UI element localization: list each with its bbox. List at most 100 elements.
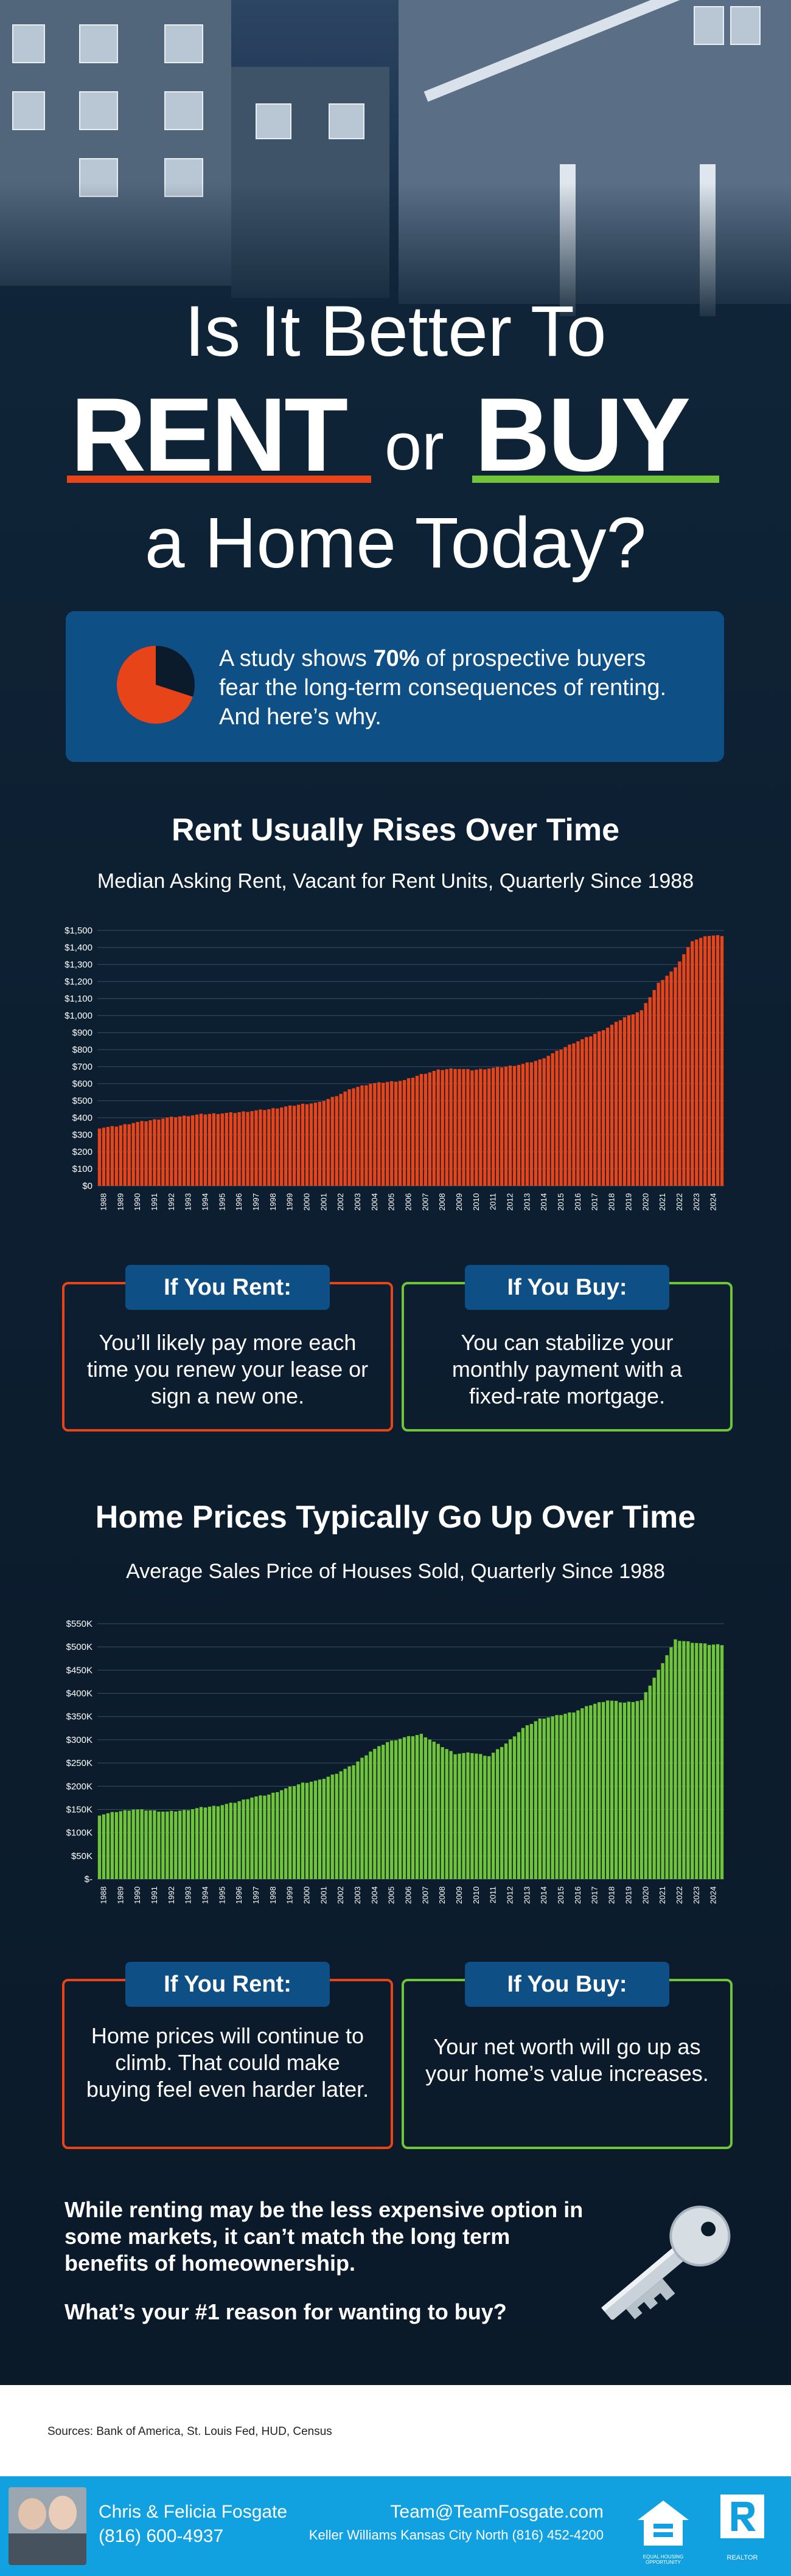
bar (652, 1677, 656, 1879)
bar (423, 1073, 428, 1186)
title-line-1: Is It Better To (184, 291, 607, 372)
bar (157, 1120, 161, 1186)
realtor-label: REALTOR (727, 2554, 758, 2561)
bar (364, 1755, 368, 1879)
bar (369, 1751, 372, 1879)
study-text-pre: A study shows (219, 646, 374, 671)
x-tick-label: 2024 (709, 1193, 718, 1211)
y-tick-label: $150K (66, 1804, 92, 1815)
y-tick-label: $700 (72, 1062, 92, 1072)
bar (190, 1115, 195, 1186)
bar (466, 1068, 470, 1186)
bar (144, 1121, 148, 1186)
bar (546, 1717, 550, 1879)
bar (529, 1723, 533, 1879)
bar (195, 1114, 199, 1186)
bar (589, 1036, 593, 1186)
bar (568, 1712, 571, 1879)
x-tick-label: 1999 (285, 1193, 294, 1211)
bar (246, 1799, 249, 1879)
bar (140, 1809, 144, 1879)
bar (148, 1810, 152, 1879)
x-tick-label: 1991 (150, 1886, 159, 1904)
bar (271, 1792, 275, 1879)
x-tick-label: 2013 (522, 1193, 531, 1211)
bar (559, 1715, 563, 1879)
x-tick-label: 2005 (387, 1886, 396, 1904)
bar (593, 1034, 597, 1186)
bar (521, 1728, 525, 1879)
y-tick-label: $900 (72, 1028, 92, 1038)
agent-phone[interactable]: (816) 600-4937 (99, 2526, 224, 2546)
x-tick-label: 2023 (692, 1886, 701, 1904)
x-tick-label: 1998 (268, 1886, 277, 1904)
pie-chart-icon (117, 645, 195, 724)
bar (335, 1773, 338, 1879)
bar (678, 1641, 681, 1879)
y-tick-label: $550K (66, 1619, 92, 1629)
bar (148, 1120, 152, 1186)
bar (280, 1790, 284, 1879)
bar (492, 1067, 495, 1186)
bar (521, 1064, 525, 1186)
bar (212, 1806, 216, 1879)
bar (183, 1115, 186, 1186)
bar (711, 935, 716, 1186)
bar (398, 1739, 402, 1879)
y-tick-label: $200K (66, 1781, 92, 1792)
bar (271, 1108, 275, 1186)
x-tick-label: 2024 (709, 1886, 718, 1904)
bar (572, 1712, 576, 1879)
bar (627, 1015, 631, 1186)
bar (254, 1796, 258, 1879)
y-tick-label: $200 (72, 1147, 92, 1157)
x-tick-label: 1999 (285, 1886, 294, 1904)
agent-email[interactable]: Team@TeamFosgate.com (390, 2502, 604, 2522)
bar (703, 1643, 707, 1879)
x-tick-label: 2019 (624, 1886, 633, 1904)
bar (301, 1782, 305, 1879)
bar (326, 1099, 330, 1186)
x-tick-label: 2023 (692, 1193, 701, 1211)
y-tick-label: $250K (66, 1758, 92, 1768)
bar (364, 1085, 368, 1186)
y-tick-label: $400 (72, 1113, 92, 1123)
study-percent: 70% (373, 646, 420, 671)
bar (436, 1069, 440, 1186)
bar (292, 1106, 296, 1186)
bar (682, 1641, 686, 1879)
bar (212, 1113, 216, 1186)
agent-office: Keller Williams Kansas City North (816) … (308, 2527, 604, 2543)
bar (517, 1065, 521, 1186)
x-tick-label: 1996 (234, 1193, 243, 1211)
bar (178, 1810, 182, 1879)
bar (479, 1068, 483, 1186)
bar (203, 1114, 207, 1186)
bar (216, 1113, 220, 1186)
bar (254, 1110, 258, 1186)
bar (161, 1812, 165, 1879)
bar (674, 1639, 677, 1879)
bar (559, 1049, 563, 1186)
bar (263, 1795, 267, 1879)
x-tick-label: 1997 (251, 1886, 260, 1904)
bar (360, 1757, 364, 1879)
bar (661, 1663, 664, 1879)
bar (635, 1012, 639, 1186)
bar (183, 1810, 186, 1879)
house-key-icon (601, 2205, 731, 2320)
bar (589, 1705, 593, 1879)
bar (411, 1736, 415, 1879)
x-tick-label: 2022 (675, 1193, 684, 1211)
rent-section-title: Rent Usually Rises Over Time (171, 812, 620, 848)
y-tick-label: $500 (72, 1096, 92, 1106)
bar (305, 1104, 309, 1186)
bar (127, 1810, 131, 1879)
x-tick-label: 2015 (556, 1193, 565, 1211)
bar (415, 1076, 419, 1186)
bar (563, 1714, 567, 1879)
x-tick-label: 2018 (607, 1193, 616, 1211)
x-tick-label: 2002 (336, 1193, 345, 1211)
bar (487, 1068, 491, 1186)
bar (157, 1812, 161, 1879)
